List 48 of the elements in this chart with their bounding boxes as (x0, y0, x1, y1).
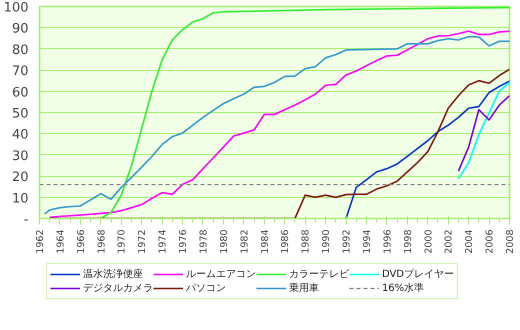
x-tick-label: 1966 (76, 229, 87, 254)
legend-label: カラーテレビ (288, 268, 349, 281)
legend-label: 温水洗浄便座 (82, 268, 143, 281)
x-tick-label: 1976 (178, 229, 190, 254)
x-tick-label: 1986 (280, 229, 292, 254)
x-tick-label: 1978 (198, 229, 210, 254)
y-tick-label: 70 (12, 64, 29, 80)
legend-label: 乗用車 (288, 282, 319, 295)
y-tick-label: 100 (4, 0, 29, 16)
x-tick-label: 1998 (402, 229, 414, 254)
x-tick-label: 1988 (300, 229, 312, 254)
x-tick-label: 1982 (239, 229, 250, 254)
x-tick-label: 1974 (158, 229, 169, 254)
y-tick-label: 40 (12, 128, 29, 143)
x-tick-label: 1964 (55, 229, 66, 254)
y-tick-label: 50 (12, 106, 29, 122)
x-tick-label: 2002 (444, 229, 455, 254)
line-series (48, 68, 510, 218)
y-tick-label: 20 (12, 170, 29, 186)
x-tick-label: 1972 (137, 229, 148, 254)
y-tick-label: 60 (12, 85, 29, 100)
x-tick-label: 1962 (35, 229, 46, 254)
line-series (458, 94, 510, 172)
line-series (345, 80, 510, 218)
x-tick-label: 1970 (116, 229, 128, 254)
y-tick-label: 10 (12, 191, 29, 206)
legend-label: DVDプレイヤー (382, 268, 454, 281)
x-tick-label: 1996 (382, 229, 394, 254)
legend-label: 16%水準 (382, 282, 424, 295)
legend-label: デジタルカメラ (82, 282, 153, 295)
x-tick-label: 2004 (464, 229, 476, 254)
x-tick-label: 1984 (260, 229, 271, 254)
x-tick-label: 2006 (484, 229, 496, 254)
x-tick-label: 1994 (362, 229, 373, 254)
line-series (100, 6, 510, 218)
x-tick-label: 1990 (321, 229, 332, 254)
y-tick-label: - (24, 212, 29, 228)
legend-label: ルームエアコン (186, 268, 256, 281)
x-tick-label: 2008 (505, 229, 516, 254)
x-tick-label: 1968 (96, 229, 108, 254)
x-tick-label: 1992 (342, 229, 353, 254)
legend-label: パソコン (186, 282, 226, 295)
y-tick-label: 90 (12, 22, 29, 37)
y-tick-label: 30 (12, 148, 29, 164)
x-tick-label: 1980 (218, 229, 230, 254)
x-tick-label: 2000 (423, 229, 434, 254)
y-tick-label: 80 (12, 42, 29, 58)
line-series (458, 82, 510, 180)
